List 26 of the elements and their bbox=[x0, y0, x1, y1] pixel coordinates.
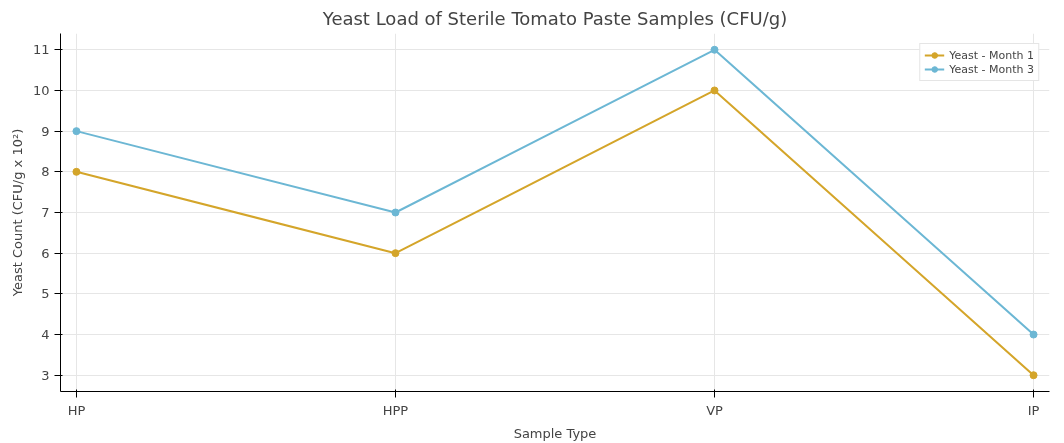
point bbox=[391, 208, 400, 217]
y-tick-label: 7 bbox=[41, 205, 50, 220]
x-tick-label: IP bbox=[1027, 402, 1040, 418]
x-axis-title: Sample Type bbox=[513, 425, 597, 441]
point bbox=[72, 167, 81, 176]
y-axis-title: Yeast Count (CFU/g x 10²) bbox=[9, 128, 25, 298]
y-tick-label: 10 bbox=[32, 82, 50, 98]
point bbox=[1029, 330, 1038, 339]
point bbox=[710, 86, 719, 95]
legend-label: Yeast - Month 1 bbox=[949, 48, 1034, 62]
y-tick-label: 9 bbox=[41, 123, 50, 139]
legend-label: Yeast - Month 3 bbox=[949, 62, 1034, 76]
chart-title: Yeast Load of Sterile Tomato Paste Samples (CFU/g) bbox=[321, 7, 788, 29]
point bbox=[710, 45, 719, 54]
x-tick-label: VP bbox=[706, 402, 724, 418]
y-tick-label: 4 bbox=[41, 327, 50, 343]
y-tick-label: 6 bbox=[41, 245, 50, 261]
point bbox=[391, 249, 400, 258]
y-tick-label: 11 bbox=[32, 42, 50, 58]
point bbox=[72, 127, 81, 136]
x-tick-label: HPP bbox=[382, 402, 409, 418]
point bbox=[1029, 371, 1038, 380]
y-tick-label: 3 bbox=[41, 367, 50, 383]
y-tick-label: 5 bbox=[41, 286, 50, 302]
y-tick-label: 8 bbox=[41, 164, 50, 180]
x-tick-label: HP bbox=[67, 402, 86, 418]
